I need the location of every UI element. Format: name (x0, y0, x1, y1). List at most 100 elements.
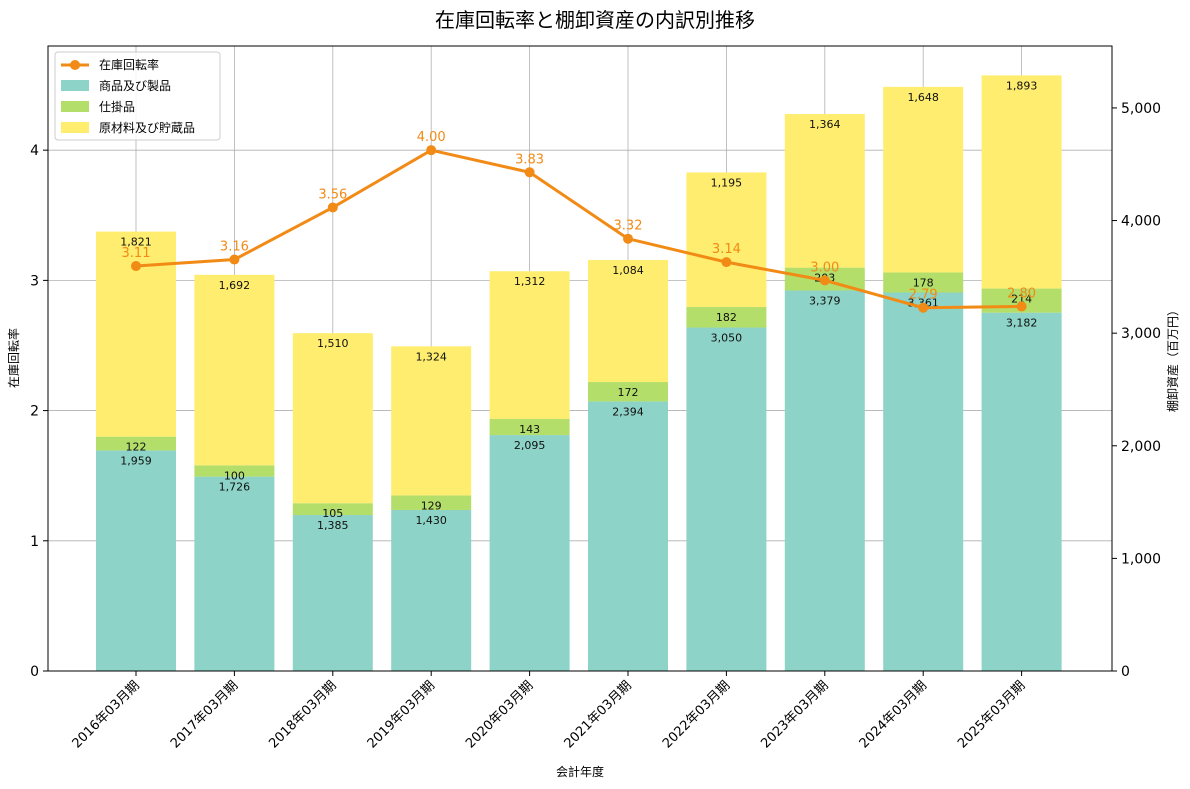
y-axis-label-right: 棚卸資産（百万円） (1165, 304, 1180, 412)
bar-value-label: 100 (224, 469, 245, 482)
turnover-point (131, 261, 141, 272)
x-tick-label: 2019年03月期 (365, 678, 438, 751)
turnover-point (1016, 301, 1027, 312)
x-tick-label: 2018年03月期 (266, 678, 339, 751)
bar-segment (588, 401, 668, 671)
bar-segment (194, 465, 275, 477)
bar-segment (883, 272, 964, 293)
bar-value-label: 1,692 (219, 279, 251, 292)
y-right-tick-label: 1,000 (1121, 551, 1161, 567)
bar-value-label: 1,959 (120, 454, 152, 467)
bar-segment (686, 327, 767, 671)
bar-value-label: 129 (421, 499, 442, 512)
x-tick-label: 2023年03月期 (758, 678, 831, 751)
bar-segment (784, 114, 865, 268)
turnover-value-label: 3.56 (318, 187, 347, 202)
bar-value-label: 182 (716, 311, 737, 324)
legend-swatch (61, 80, 89, 91)
bar-segment (883, 86, 964, 273)
bar-segment (489, 271, 570, 419)
turnover-value-label: 3.32 (614, 219, 643, 234)
bar-segment (588, 259, 668, 383)
turnover-value-label: 3.14 (712, 242, 741, 257)
bar-segment (489, 435, 570, 671)
bar-value-label: 2,095 (514, 439, 546, 452)
x-tick-label: 2020年03月期 (463, 678, 536, 751)
y-right-tick-label: 2,000 (1121, 439, 1161, 455)
bar-segment (981, 312, 1062, 671)
bars (96, 75, 1062, 671)
turnover-value-label: 2.79 (909, 288, 938, 303)
legend-swatch (61, 122, 89, 133)
bar-value-label: 105 (322, 507, 343, 520)
x-tick-label: 2024年03月期 (857, 678, 930, 751)
bar-segment (194, 274, 275, 466)
y-left-tick-label: 2 (30, 404, 39, 420)
bar-segment (96, 436, 176, 451)
legend-label: 原材料及び貯蔵品 (99, 121, 195, 135)
bar-value-label: 1,312 (514, 275, 546, 288)
y-left-tick-label: 4 (30, 143, 39, 159)
y-right-tick-label: 4,000 (1121, 214, 1161, 230)
bar-value-label: 1,084 (612, 264, 644, 277)
turnover-point (426, 145, 437, 156)
y-right-tick-label: 0 (1121, 664, 1130, 680)
bar-value-label: 1,324 (415, 350, 447, 363)
bar-value-label: 1,430 (415, 514, 447, 527)
bar-value-label: 1,821 (120, 236, 152, 249)
turnover-point (327, 202, 338, 213)
bar-segment (588, 382, 668, 402)
y-axis-label-left: 在庫回転率 (6, 328, 21, 388)
bar-segment (883, 292, 964, 671)
bar-value-label: 1,726 (219, 481, 251, 494)
bar-value-label: 1,893 (1006, 79, 1038, 92)
bar-value-label: 143 (519, 423, 540, 436)
turnover-value-label: 3.11 (122, 246, 151, 261)
bar-value-label: 1,648 (907, 91, 939, 104)
bar-segment (686, 172, 767, 308)
legend-label: 商品及び製品 (99, 78, 171, 93)
bar-segment (292, 515, 373, 671)
bar-value-label: 3,182 (1006, 317, 1038, 330)
bar-value-label: 178 (913, 276, 934, 289)
bar-segment (784, 290, 865, 671)
bar-segment (292, 333, 373, 504)
bar-value-label: 3,050 (711, 332, 743, 345)
bar-segment (96, 450, 176, 671)
bar-segment (686, 307, 767, 328)
x-tick-label: 2017年03月期 (168, 678, 241, 751)
turnover-point (819, 275, 830, 286)
chart-title: 在庫回転率と棚卸資産の内訳別推移 (435, 8, 755, 32)
turnover-value-label: 4.00 (417, 130, 446, 145)
legend-box (54, 51, 221, 141)
bar-value-label: 2,394 (612, 405, 644, 418)
bar-value-label: 1,364 (809, 118, 841, 131)
legend-label: 在庫回転率 (99, 57, 159, 72)
y-left-tick-label: 0 (30, 664, 39, 680)
bar-value-label: 3,379 (809, 294, 841, 307)
bar-value-label: 1,510 (317, 337, 349, 350)
turnover-line: 3.11 3.16 3.56 4.00 3.83 3.32 3.14 3.00 2.79 2.80 (122, 130, 1036, 313)
y-left-tick-label: 3 (30, 273, 39, 289)
bar-value-label: 172 (618, 386, 639, 399)
turnover-value-label: 3.00 (810, 260, 839, 275)
turnover-value-label: 3.16 (220, 240, 249, 255)
x-tick-label: 2016年03月期 (70, 678, 143, 751)
turnover-point (229, 254, 240, 265)
turnover-point (721, 257, 732, 268)
turnover-value-label: 3.83 (515, 152, 544, 167)
plot-frame (47, 45, 1113, 672)
x-axis-label: 会計年度 (556, 764, 604, 779)
y-left-tick-label: 1 (30, 534, 39, 550)
turnover-polyline (135, 148, 1022, 310)
x-tick-label: 2021年03月期 (562, 678, 635, 751)
turnover-point (623, 233, 633, 244)
legend-marker (70, 60, 80, 70)
turnover-value-label: 2.80 (1007, 286, 1036, 301)
bar-segment (194, 476, 275, 671)
bar-segment (391, 509, 472, 671)
bar-value-label: 214 (1011, 293, 1032, 306)
turnover-point (524, 167, 535, 178)
